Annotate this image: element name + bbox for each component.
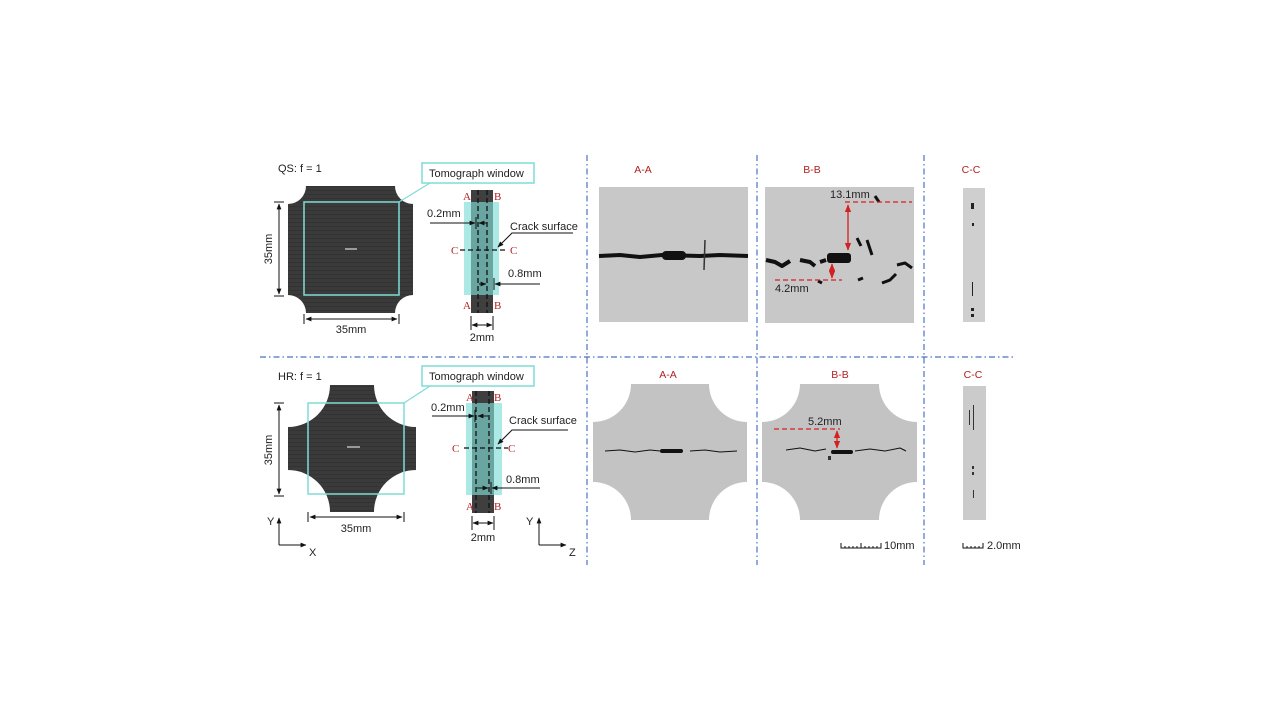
tomograph-window xyxy=(303,201,400,296)
bb-dim-upper-label: 13.1mm xyxy=(830,189,870,201)
dim-02-label: 0.2mm xyxy=(427,208,461,220)
scale-bar-10mm-label: 10mm xyxy=(884,540,915,552)
bb-title: B-B xyxy=(803,164,821,176)
specimen-hr xyxy=(288,385,416,512)
ct-image-cc xyxy=(963,188,985,322)
label-c-left: C xyxy=(452,443,459,455)
label-a-top: A xyxy=(463,191,471,203)
window-band xyxy=(464,202,499,295)
dim-thickness-label: 2mm xyxy=(470,332,494,344)
axis-z-label: Z xyxy=(569,547,576,559)
dim-height-label: 35mm xyxy=(263,234,275,265)
window-leader xyxy=(398,182,431,203)
aa-title: A-A xyxy=(659,369,677,381)
label-a-bottom: A xyxy=(466,501,474,513)
crack-bb xyxy=(785,447,907,452)
tomograph-window xyxy=(307,402,405,495)
axis-y-label: Y xyxy=(526,516,534,528)
scale-bar-2mm xyxy=(962,543,984,549)
bb-dim-lower-label: 4.2mm xyxy=(775,283,809,295)
label-b-bottom: B xyxy=(494,501,501,513)
top-row: QS: f = 1 Tomograph window 35mm 35mm A B… xyxy=(263,162,985,344)
cc-title: C-C xyxy=(962,164,981,176)
label-b-bottom: B xyxy=(494,300,501,312)
window-label: Tomograph window xyxy=(429,168,524,180)
label-c-left: C xyxy=(451,245,458,257)
scale-bar-10mm xyxy=(840,543,882,549)
label-b-top: B xyxy=(494,191,501,203)
dim-08-label: 0.8mm xyxy=(508,268,542,280)
window-label-box xyxy=(421,162,535,184)
dim-width-label: 35mm xyxy=(336,324,367,336)
window-label: Tomograph window xyxy=(429,371,524,383)
window-band xyxy=(466,403,502,495)
window-label-box xyxy=(421,365,535,387)
dim-thickness-label: 2mm xyxy=(471,532,495,544)
condition-label: HR: f = 1 xyxy=(278,371,322,383)
bb-dim-label: 5.2mm xyxy=(808,416,842,428)
bottom-row: HR: f = 1 Tomograph window 35mm 35mm Y X… xyxy=(263,365,1021,559)
crack-bb xyxy=(765,195,913,285)
label-a-top: A xyxy=(466,392,474,404)
aa-title: A-A xyxy=(634,164,652,176)
axes-yz-icon xyxy=(536,517,567,548)
dim-width-label: 35mm xyxy=(341,523,372,535)
cc-defects xyxy=(969,405,974,498)
bb-title: B-B xyxy=(831,369,849,381)
crack-surface-label: Crack surface xyxy=(509,415,577,427)
dim-height-label: 35mm xyxy=(263,435,275,466)
dim-02-label: 0.2mm xyxy=(431,402,465,414)
crack-surface-leader xyxy=(497,232,573,248)
label-c-right: C xyxy=(510,245,517,257)
crack-aa xyxy=(604,449,738,453)
scale-bar-2mm-label: 2.0mm xyxy=(987,540,1021,552)
axis-y-label: Y xyxy=(267,516,275,528)
label-a-bottom: A xyxy=(463,300,471,312)
cc-title: C-C xyxy=(964,369,983,381)
label-b-top: B xyxy=(494,392,501,404)
axis-x-label: X xyxy=(309,547,317,559)
label-c-right: C xyxy=(508,443,515,455)
condition-label: QS: f = 1 xyxy=(278,163,322,175)
ct-image-cc xyxy=(963,386,986,520)
axes-xy-icon xyxy=(276,517,307,548)
crack-surface-label: Crack surface xyxy=(510,221,578,233)
dim-08-label: 0.8mm xyxy=(506,474,540,486)
cc-defects xyxy=(971,203,974,317)
